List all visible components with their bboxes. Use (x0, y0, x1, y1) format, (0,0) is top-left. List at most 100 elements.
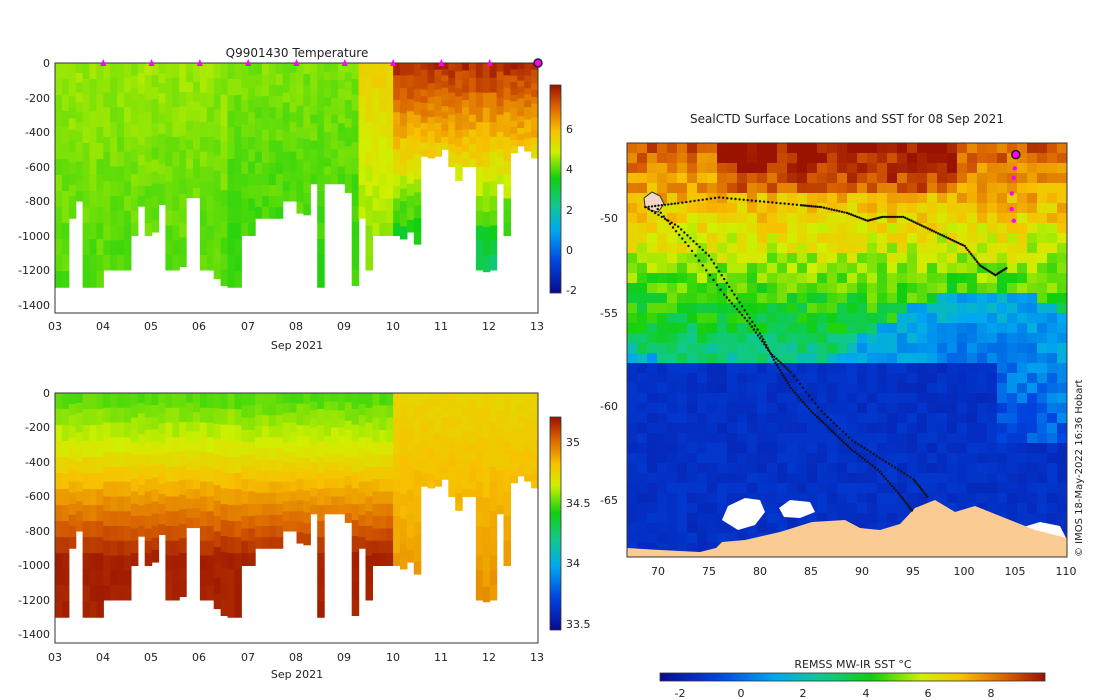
sst-cell (1007, 513, 1018, 524)
sst-cell (787, 513, 798, 524)
salinity-x-tick-label: 07 (241, 651, 255, 664)
salinity-cell (489, 452, 498, 468)
salinity-cell (455, 401, 463, 411)
sst-cell (887, 313, 898, 324)
salinity-cell (331, 487, 339, 498)
track-point (854, 441, 857, 444)
sst-cell (667, 393, 678, 404)
temperature-cell (234, 175, 242, 192)
temperature-cell (337, 106, 346, 116)
temperature-cell (130, 210, 139, 224)
sst-cell (1027, 153, 1038, 164)
sst-cell (797, 373, 808, 384)
salinity-cell (234, 425, 242, 442)
track-point (965, 246, 968, 250)
sst-cell (727, 263, 738, 274)
salinity-cell (103, 511, 111, 527)
sst-cell (687, 273, 698, 284)
sst-cell (697, 313, 708, 324)
sst-cell (717, 143, 728, 154)
temperature-cell (137, 155, 146, 166)
sst-cell (767, 233, 778, 244)
temperature-cell (531, 137, 538, 145)
temperature-cell (124, 181, 132, 197)
sst-cell (907, 263, 918, 274)
salinity-cell (517, 463, 525, 471)
salinity-cell (227, 585, 235, 602)
salinity-cell (234, 601, 242, 618)
temperature-cell (213, 109, 222, 126)
salinity-cell (117, 540, 125, 557)
sst-cell (657, 313, 668, 324)
temperature-cell (489, 240, 498, 256)
temperature-cell (393, 161, 401, 175)
sst-cell (667, 323, 678, 334)
sst-cell (967, 353, 978, 364)
salinity-cell (475, 393, 484, 409)
salinity-cell (510, 431, 518, 439)
temperature-cell (213, 93, 222, 110)
sst-cell (667, 363, 678, 374)
salinity-cell (103, 526, 111, 542)
sst-cell (687, 363, 698, 374)
sst-cell (647, 473, 658, 484)
sst-cell (637, 293, 648, 304)
sst-cell (1027, 213, 1038, 224)
temperature-cell (531, 144, 538, 152)
sst-cell (687, 443, 698, 454)
salinity-cell (117, 437, 125, 453)
sst-cell (987, 433, 998, 444)
track-point (756, 334, 760, 337)
temperature-cell (199, 136, 208, 153)
sst-cell (1047, 393, 1058, 404)
temperature-cell (234, 79, 242, 96)
salinity-cell (310, 393, 318, 403)
sst-cell (887, 203, 898, 214)
sst-cell (787, 463, 798, 474)
salinity-cell (386, 540, 394, 554)
salinity-cell (193, 441, 201, 452)
sst-cell (1037, 463, 1048, 474)
sst-cell (837, 303, 848, 314)
sst-cell (947, 343, 958, 354)
track-point (677, 202, 680, 205)
sst-cell (827, 273, 838, 284)
salinity-cell (262, 404, 270, 416)
temperature-cell (289, 63, 298, 74)
temperature-cell (199, 92, 208, 108)
sst-cell (777, 203, 788, 214)
temperature-cell (130, 136, 139, 150)
salinity-cell (82, 537, 91, 554)
temperature-cell (282, 82, 291, 94)
sst-cell (627, 223, 638, 234)
salinity-cell (255, 426, 263, 438)
sst-cell (647, 293, 658, 304)
sst-cell (787, 293, 798, 304)
sst-cell (817, 293, 828, 304)
sst-cell (1037, 503, 1048, 514)
temperature-cell (213, 216, 222, 233)
track-point (838, 437, 841, 440)
sst-cell (657, 423, 668, 434)
salinity-cell (475, 585, 484, 601)
salinity-cell (393, 553, 401, 567)
salinity-cell (103, 481, 111, 498)
sst-cell (737, 343, 748, 354)
track-point (897, 468, 900, 471)
sst-cell (1027, 303, 1038, 314)
sst-cell (997, 173, 1008, 184)
temperature-cell (220, 269, 229, 287)
sst-cell (827, 463, 838, 474)
salinity-cell (482, 467, 491, 484)
salinity-cell (75, 461, 84, 473)
sst-cell (627, 453, 638, 464)
temperature-cell (296, 95, 304, 107)
salinity-cell (151, 513, 160, 527)
sst-cell (1047, 163, 1058, 174)
salinity-cell (365, 452, 373, 468)
salinity-cell (96, 537, 104, 554)
temperature-cell (96, 79, 104, 96)
sst-cell (907, 163, 918, 174)
sst-cell (1027, 173, 1038, 184)
sst-cell (737, 143, 748, 154)
